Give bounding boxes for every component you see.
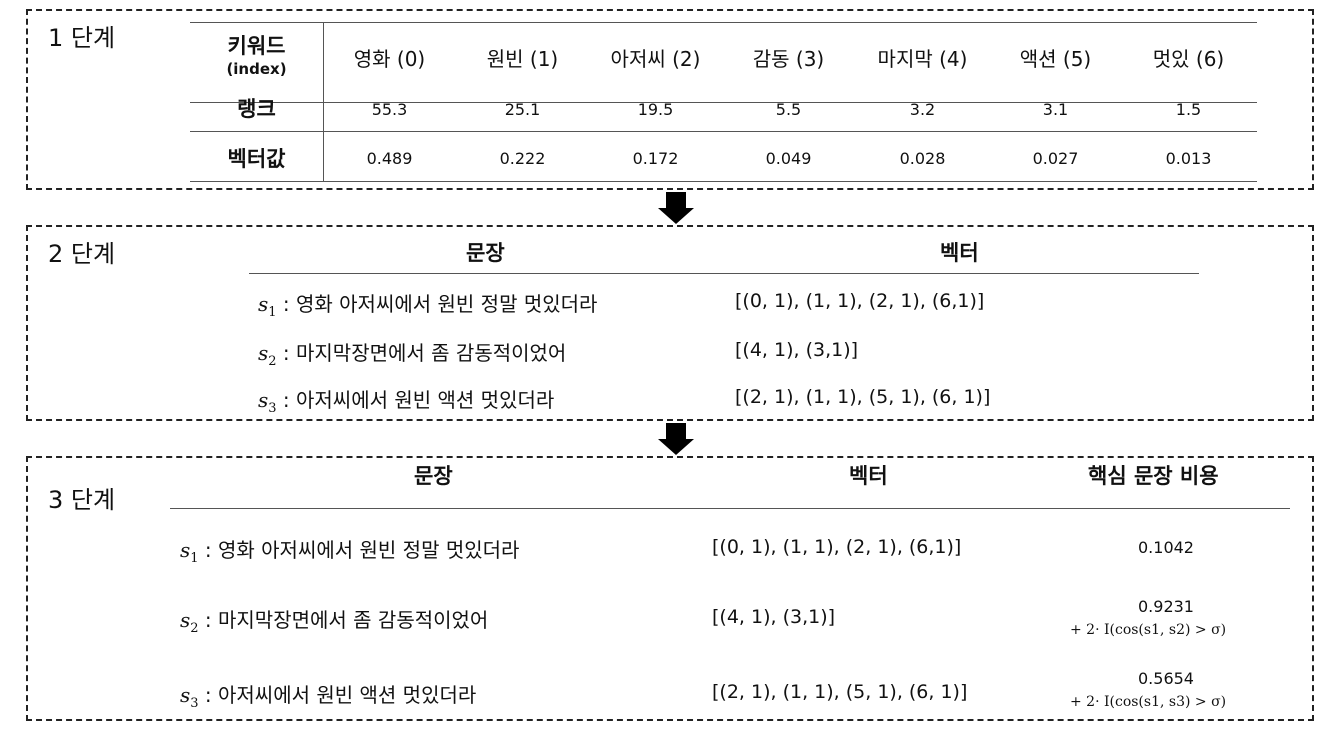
sentence-vector: [(0, 1), (1, 1), (2, 1), (6,1)] bbox=[712, 536, 962, 558]
sentence-symbol: s1 bbox=[258, 292, 277, 320]
sentence-vector: [(0, 1), (1, 1), (2, 1), (6,1)] bbox=[735, 290, 985, 312]
rank-row-header: 랭크 bbox=[237, 97, 276, 121]
sentence-row: s1 : 영화 아저씨에서 원빈 정말 멋있더라 bbox=[180, 534, 519, 566]
vector-row-header: 벡터값 bbox=[227, 147, 286, 171]
sentence-row: s2 : 마지막장면에서 좀 감동적이었어 bbox=[180, 604, 488, 636]
stage-3-box bbox=[26, 456, 1314, 721]
vector-value-cell: 0.172 bbox=[632, 149, 679, 168]
sentence-symbol: s3 bbox=[258, 388, 277, 416]
rank-cell: 1.5 bbox=[1175, 100, 1202, 119]
sentence-text: : 마지막장면에서 좀 감동적이었어 bbox=[282, 341, 567, 365]
header-rule bbox=[249, 273, 1199, 274]
rank-cell: 5.5 bbox=[775, 100, 802, 119]
rank-cell: 3.2 bbox=[909, 100, 936, 119]
sentence-text: : 아저씨에서 원빈 액션 멋있더라 bbox=[282, 388, 555, 412]
cost-formula: + 2· I(cos(s1, s2) > σ) bbox=[1070, 622, 1227, 638]
sentence-text: : 영화 아저씨에서 원빈 정말 멋있더라 bbox=[204, 538, 520, 562]
vector-value-cell: 0.013 bbox=[1165, 149, 1212, 168]
cost-column-header: 핵심 문장 비용 bbox=[1088, 464, 1219, 488]
vector-value-cell: 0.028 bbox=[899, 149, 946, 168]
sentence-symbol: s2 bbox=[180, 608, 199, 636]
sentence-symbol: s1 bbox=[180, 538, 199, 566]
sentence-row: s3 : 아저씨에서 원빈 액션 멋있더라 bbox=[180, 679, 476, 711]
keyword-cell: 원빈 (1) bbox=[486, 47, 559, 71]
stage-3-label: 3 단계 bbox=[48, 486, 116, 514]
sentence-text: : 아저씨에서 원빈 액션 멋있더라 bbox=[204, 683, 477, 707]
stage-1-box bbox=[26, 9, 1314, 190]
down-arrow-icon bbox=[658, 192, 694, 226]
sentence-row: s1 : 영화 아저씨에서 원빈 정말 멋있더라 bbox=[258, 288, 597, 320]
sentence-text: : 마지막장면에서 좀 감동적이었어 bbox=[204, 608, 489, 632]
sentence-text: : 영화 아저씨에서 원빈 정말 멋있더라 bbox=[282, 292, 598, 316]
core-sentence-cost: 0.5654 bbox=[1138, 669, 1194, 688]
vector-value-cell: 0.489 bbox=[366, 149, 413, 168]
table-bottom-rule bbox=[190, 181, 1257, 182]
keyword-cell: 멋있 (6) bbox=[1152, 47, 1225, 71]
sentence-vector: [(4, 1), (3,1)] bbox=[735, 339, 859, 361]
vector-value-cell: 0.049 bbox=[765, 149, 812, 168]
keyword-cell: 영화 (0) bbox=[353, 47, 426, 71]
rank-cell: 3.1 bbox=[1042, 100, 1069, 119]
sentence-vector: [(4, 1), (3,1)] bbox=[712, 606, 836, 628]
rank-cell: 25.1 bbox=[504, 100, 541, 119]
stage-2-box bbox=[26, 225, 1314, 421]
rank-cell: 55.3 bbox=[371, 100, 408, 119]
sentence-vector: [(2, 1), (1, 1), (5, 1), (6, 1)] bbox=[735, 386, 991, 408]
sentence-column-header: 문장 bbox=[466, 241, 505, 265]
table-column-divider bbox=[323, 22, 324, 182]
keyword-cell: 마지막 (4) bbox=[877, 47, 968, 71]
stage-1-label: 1 단계 bbox=[48, 24, 116, 52]
vector-value-cell: 0.222 bbox=[499, 149, 546, 168]
header-rule bbox=[170, 508, 1290, 509]
core-sentence-cost: 0.9231 bbox=[1138, 597, 1194, 616]
table-rule bbox=[190, 102, 1257, 103]
sentence-symbol: s2 bbox=[258, 341, 277, 369]
sentence-vector: [(2, 1), (1, 1), (5, 1), (6, 1)] bbox=[712, 681, 968, 703]
vector-value-cell: 0.027 bbox=[1032, 149, 1079, 168]
keyword-cell: 감동 (3) bbox=[752, 47, 825, 71]
keyword-row-subheader: (index) bbox=[226, 60, 287, 78]
keyword-cell: 아저씨 (2) bbox=[610, 47, 701, 71]
vector-column-header: 벡터 bbox=[849, 464, 888, 488]
cost-formula: + 2· I(cos(s1, s3) > σ) bbox=[1070, 694, 1227, 710]
table-top-rule bbox=[190, 22, 1257, 23]
keyword-row-header: 키워드 bbox=[227, 34, 286, 58]
rank-cell: 19.5 bbox=[637, 100, 674, 119]
vector-column-header: 벡터 bbox=[940, 241, 979, 265]
keyword-cell: 액션 (5) bbox=[1019, 47, 1092, 71]
core-sentence-cost: 0.1042 bbox=[1138, 538, 1194, 557]
sentence-column-header: 문장 bbox=[414, 464, 453, 488]
down-arrow-icon bbox=[658, 423, 694, 457]
sentence-row: s3 : 아저씨에서 원빈 액션 멋있더라 bbox=[258, 384, 554, 416]
sentence-row: s2 : 마지막장면에서 좀 감동적이었어 bbox=[258, 337, 566, 369]
stage-2-label: 2 단계 bbox=[48, 240, 116, 268]
table-rule bbox=[190, 131, 1257, 132]
sentence-symbol: s3 bbox=[180, 683, 199, 711]
